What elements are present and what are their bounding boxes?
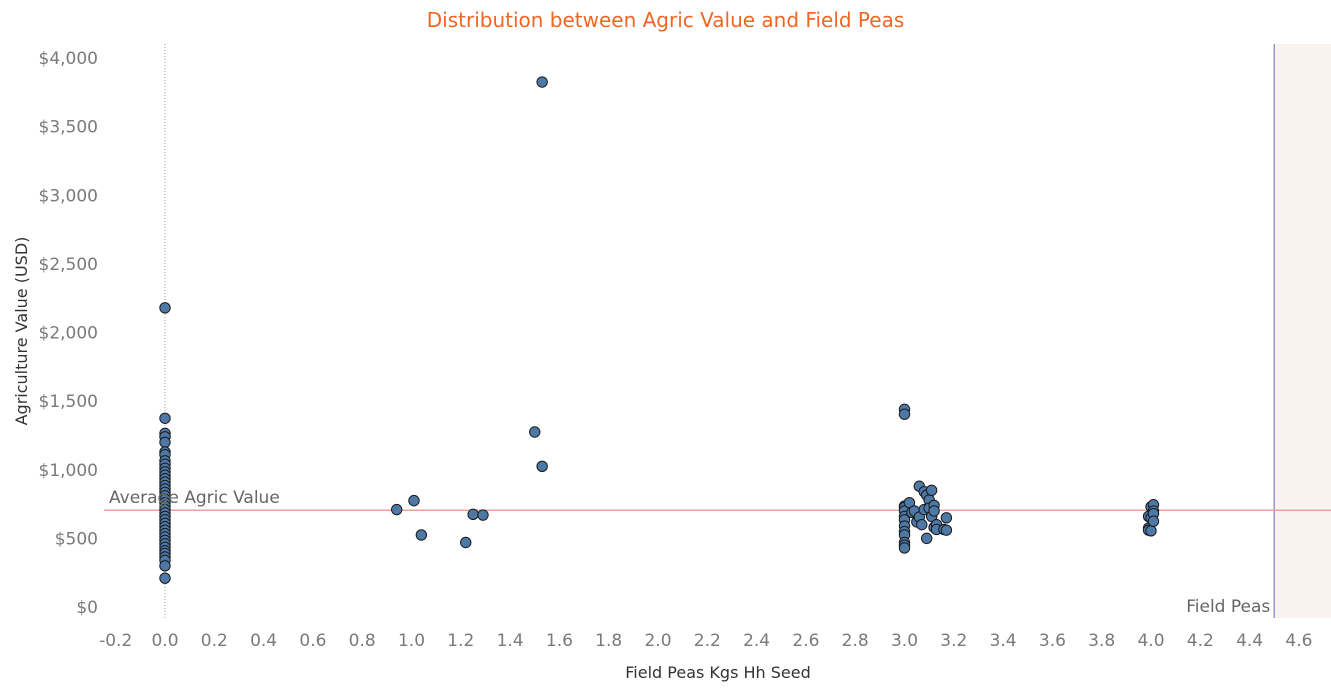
scatter-point <box>408 494 420 507</box>
data-points <box>159 76 1160 584</box>
scatter-point <box>159 560 171 572</box>
y-tick-label: $3,500 <box>39 118 98 138</box>
x-tick-label: 4.4 <box>1236 631 1263 651</box>
scatter-point <box>159 302 171 314</box>
x-tick-label: 1.2 <box>447 631 474 651</box>
y-axis: $0 $500 $1,000 $1,500 $2,000 $2,500 $3,000 $3,5… <box>39 49 98 618</box>
y-tick-label: $2,500 <box>39 255 98 275</box>
scatter-point <box>898 542 911 554</box>
y-tick-label: $4,000 <box>39 49 98 69</box>
scatter-point <box>159 572 171 584</box>
scatter-point <box>536 76 548 88</box>
x-tick-label: 3.2 <box>940 631 967 651</box>
scatter-point <box>925 484 938 497</box>
x-tick-label: 4.6 <box>1285 631 1312 651</box>
x-tick-label: 2.2 <box>694 631 721 651</box>
x-axis-label: Field Peas Kgs Hh Seed <box>625 663 811 682</box>
average-line-label: Average Agric Value <box>109 488 280 508</box>
scatter-point <box>467 508 479 521</box>
x-tick-label: 3.6 <box>1039 631 1066 651</box>
x-tick-label: 4.2 <box>1187 631 1214 651</box>
scatter-point <box>1145 525 1157 537</box>
scatter-point <box>391 503 403 516</box>
x-tick-label: 2.8 <box>842 631 869 651</box>
x-tick-label: 0.0 <box>151 631 178 651</box>
y-tick-label: $1,000 <box>39 461 98 481</box>
x-tick-label: 4.0 <box>1137 631 1164 651</box>
x-axis: -0.2 0.0 0.2 0.4 0.6 0.8 1.0 1.2 1.4 1.6 1.8 2.0 2.2… <box>99 631 1312 651</box>
scatter-point <box>940 524 953 536</box>
y-tick-label: $500 <box>55 529 98 549</box>
x-tick-label: 0.8 <box>349 631 376 651</box>
x-tick-label: 1.0 <box>398 631 425 651</box>
y-tick-label: $2,000 <box>39 324 98 344</box>
x-tick-label: 3.4 <box>990 631 1017 651</box>
scatter-point <box>460 536 472 549</box>
scatter-point <box>928 505 940 517</box>
x-tick-label: 0.2 <box>201 631 228 651</box>
x-tick-label: 3.8 <box>1088 631 1115 651</box>
scatter-point <box>159 412 171 424</box>
scatter-point <box>1147 515 1160 527</box>
field-peas-band <box>1274 44 1331 618</box>
scatter-point <box>940 512 953 524</box>
scatter-point <box>536 460 548 473</box>
x-tick-label: 3.0 <box>891 631 918 651</box>
y-tick-label: $3,000 <box>39 186 98 206</box>
y-tick-label: $1,500 <box>39 392 98 412</box>
x-tick-label: 2.6 <box>792 631 819 651</box>
x-tick-label: -0.2 <box>99 631 132 651</box>
y-tick-label: $0 <box>76 598 98 618</box>
scatter-point <box>415 529 428 541</box>
scatter-point <box>529 426 541 438</box>
x-tick-label: 1.8 <box>595 631 622 651</box>
x-tick-label: 2.0 <box>644 631 671 651</box>
chart-title: Distribution between Agric Value and Fie… <box>426 8 905 32</box>
x-tick-label: 1.4 <box>497 631 524 651</box>
field-peas-band-label: Field Peas <box>1186 597 1270 617</box>
x-tick-label: 0.4 <box>250 631 277 651</box>
scatter-point <box>916 518 928 531</box>
scatter-point <box>477 509 489 521</box>
scatter-point <box>898 408 911 420</box>
scatter-point <box>159 436 171 448</box>
x-tick-label: 2.4 <box>743 631 770 651</box>
x-tick-label: 1.6 <box>546 631 573 651</box>
scatter-point <box>920 532 933 545</box>
x-tick-label: 0.6 <box>299 631 326 651</box>
y-axis-label: Agriculture Value (USD) <box>12 237 31 426</box>
